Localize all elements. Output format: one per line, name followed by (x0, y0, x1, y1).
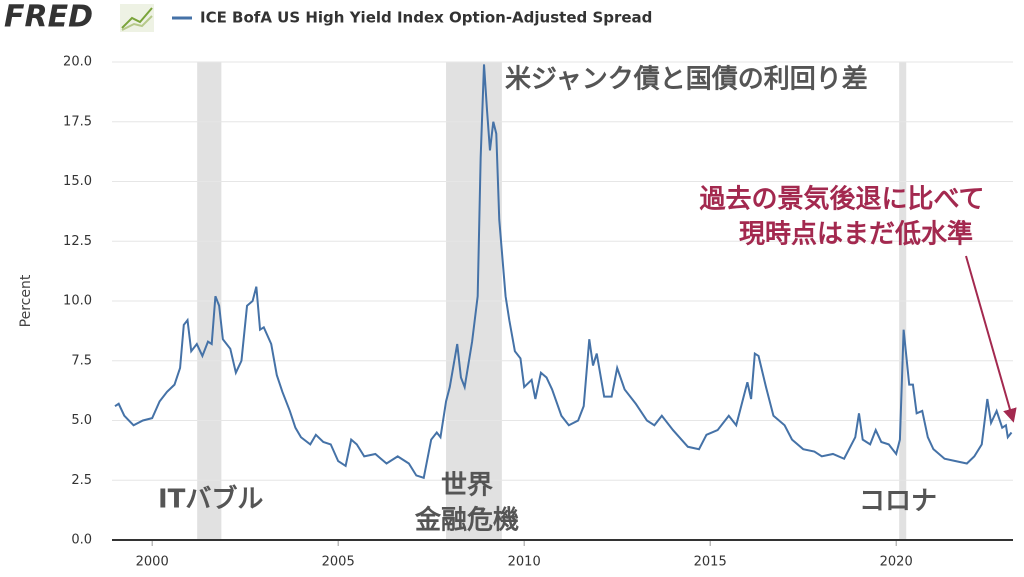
y-tick-label: 20.0 (63, 55, 92, 70)
x-tick-label: 2010 (508, 555, 541, 570)
annotation-arrow (965, 255, 1017, 423)
y-tick-label: 0.0 (71, 533, 92, 548)
y-tick-label: 17.5 (63, 114, 92, 129)
annotation: ITバブル (158, 484, 263, 515)
x-tick-label: 2020 (880, 555, 913, 570)
series-line (114, 64, 1013, 480)
logo-icon (120, 4, 154, 32)
annotation: コロナ (859, 487, 937, 517)
y-tick-label: 5.0 (71, 413, 92, 428)
y-tick-label: 2.5 (71, 473, 92, 488)
annotation: 現時点はまだ低水準 (739, 219, 973, 250)
annotation: 過去の景気後退に比べて (700, 184, 985, 215)
y-tick-label: 7.5 (71, 353, 92, 368)
annotation: 世界 (441, 471, 493, 501)
y-tick-label: 15.0 (63, 174, 92, 189)
legend-label: ICE BofA US High Yield Index Option-Adju… (200, 9, 652, 27)
logo: FRED (4, 0, 93, 35)
y-axis-label: Percent (18, 274, 34, 327)
x-tick-label: 2015 (694, 555, 727, 570)
y-tick-label: 12.5 (63, 234, 92, 249)
x-tick-label: 2005 (322, 555, 355, 570)
annotation: 金融危機 (414, 505, 519, 536)
y-tick-label: 10.0 (63, 294, 92, 309)
x-tick-label: 2000 (136, 555, 169, 570)
annotation: 米ジャンク債と国債の利回り差 (505, 64, 868, 95)
